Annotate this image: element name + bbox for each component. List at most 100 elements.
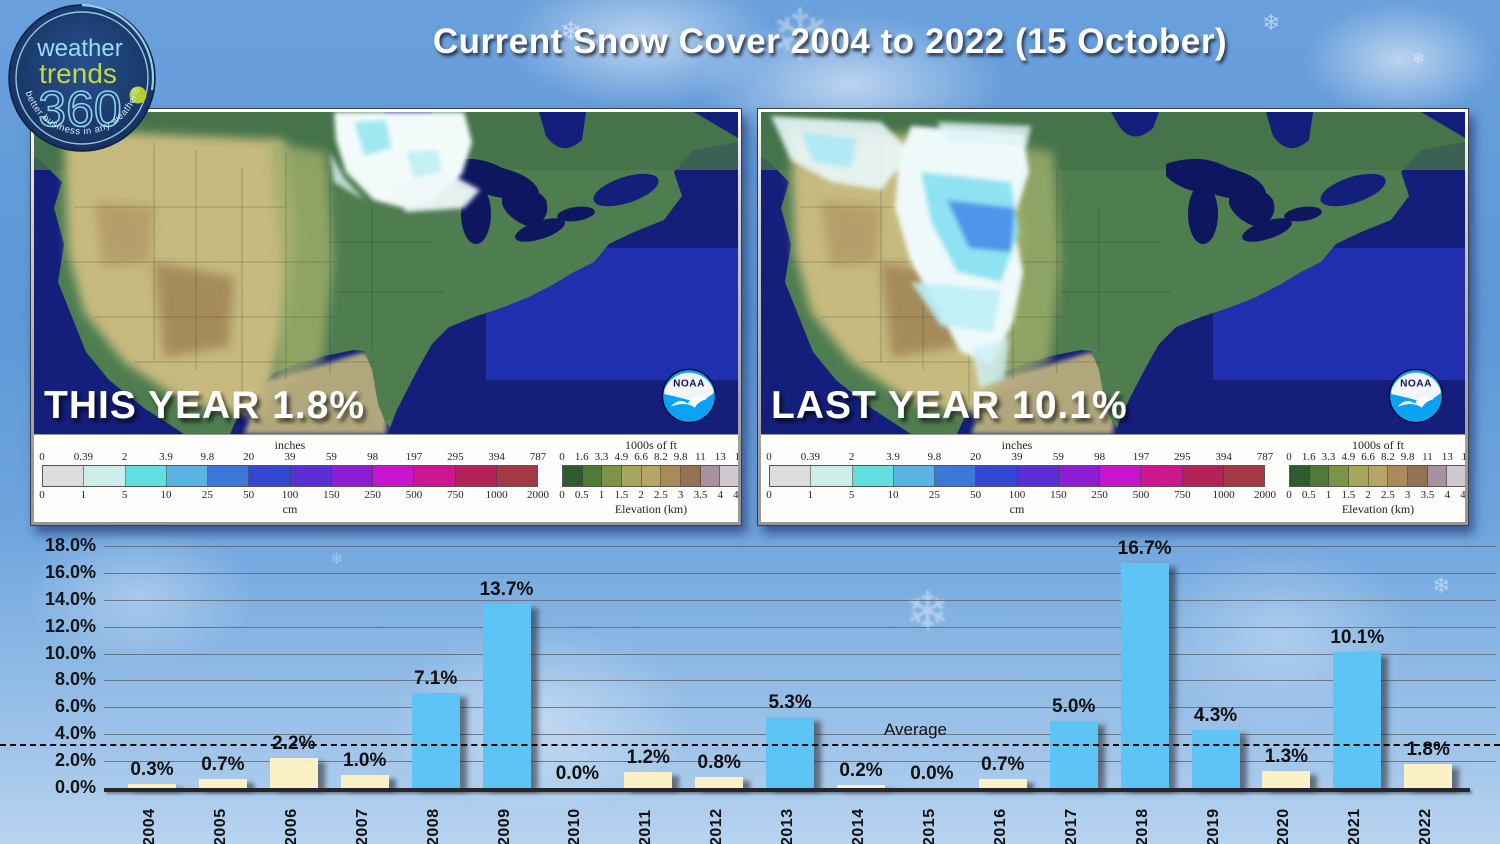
colorbar-cell [893,466,935,486]
bar-value-label: 10.1% [1330,627,1385,649]
logo-word-360: 360 [38,81,121,137]
colorbar-ticks-bottom: 0 0.5 1 1.5 2 2.5 3 3.5 4 4.5 [559,489,738,502]
y-axis-tick-label: 10.0% [44,642,96,663]
colorbar-tick-label: 5 [848,489,855,501]
colorbar-cell [770,466,812,486]
colorbar-tick-label: 0 [559,489,565,501]
bar-2004 [128,783,176,788]
bar-value-label: 5.0% [1052,695,1096,717]
colorbar-tick-label: 59 [1052,451,1064,463]
x-axis-year-label: 2015 [920,808,938,844]
colorbar-cell [166,466,208,486]
colorbar-tick-label: 9.8 [200,451,215,463]
average-line-label: Average [884,719,948,739]
elevation-colorbar: 1000s of ft 01.63.34.96.68.29.8111315 00… [559,438,738,520]
snow-cover-map-last-year [761,112,1465,434]
colorbar-tick-label: 197 [405,451,423,463]
x-axis-year-label: 2013 [779,808,797,844]
colorbar-cell [455,466,497,486]
noaa-logo: NOAA [1387,367,1445,425]
colorbar-tick-label: 4 [1444,489,1450,501]
map-panel-this-year: THIS YEAR 1.8% NOAA inches 0 0.39 2 3.9 9.8 2… [30,108,742,526]
colorbar-tick-label: 100 [281,489,299,501]
colorbar-tick-label: 0 [39,451,45,463]
bar-2021 [1333,652,1382,788]
bar-2022 [1404,763,1453,788]
x-axis-year-label: 2010 [566,808,584,844]
colorbar-cell [582,466,603,486]
colorbar-tick-label: 3 [677,489,684,501]
x-axis-year-label: 2022 [1417,808,1435,844]
colorbar-tick-label: 11 [695,451,706,463]
colorbar-ticks-bottom: 0 0.5 1 1.5 2 2.5 3 3.5 4 4.5 [1286,489,1465,502]
bar-value-label: 0.7% [981,753,1025,775]
colorbar-tick-label: 750 [1174,489,1191,501]
x-axis-year-label: 2021 [1346,808,1364,844]
colorbar-tick-label: 3.5 [1420,489,1435,501]
x-axis-year-label: 2019 [1204,808,1222,844]
map-legend: inches 0 0.39 2 3.9 9.8 20 39 59 98 197 295 394 787 … [34,434,738,522]
colorbar-cell [331,466,373,486]
colorbar-unit: cm [1009,502,1025,516]
map-legend: inches 0 0.39 2 3.9 9.8 20 39 59 98 197 295 394 787 … [761,434,1465,522]
colorbar-ticks-top: 0 1.6 3.3 4.9 6.6 8.2 9.8 11 13 15 [1286,451,1465,464]
colorbar-cell [976,466,1018,486]
colorbar [42,465,538,487]
snow-cover-map-this-year [34,112,738,434]
x-axis-year-label: 2012 [708,808,726,844]
colorbar-cell [1427,466,1448,486]
colorbar-tick-label: 2000 [527,489,549,501]
bar-2016 [978,778,1027,788]
elevation-colorbar: 1000s of ft 01.63.34.96.68.29.8111315 00… [1286,438,1465,520]
colorbar-title: 1000s of ft [625,438,677,452]
x-axis-year-label: 2018 [1133,808,1151,844]
colorbar-cell [43,466,85,486]
colorbar-cell [661,466,682,486]
colorbar-tick-label: 13 [714,451,726,463]
colorbar-tick-label: 9.8 [673,451,688,463]
colorbar-tick-label: 2 [121,451,128,463]
gridline [104,653,1496,655]
x-axis-line [104,788,1470,792]
colorbar-tick-label: 1.6 [1301,451,1316,463]
snow-depth-colorbar: inches 0 0.39 2 3.9 9.8 20 39 59 98 197 295 394 787 … [39,438,549,520]
colorbar-tick-label: 3 [1404,489,1411,501]
bar-2018 [1120,563,1169,788]
colorbar-title: 1000s of ft [1352,438,1404,452]
colorbar-tick-label: 197 [1132,451,1150,463]
colorbar-cell [1408,466,1428,486]
colorbar-tick-label: 1.6 [574,451,589,463]
colorbar-tick-label: 250 [364,489,381,501]
colorbar-cell [622,466,642,486]
colorbar-cell [496,466,537,486]
colorbar [769,465,1265,487]
colorbar-title: inches [1001,438,1033,452]
bar-2011 [624,771,673,788]
x-axis-year-label: 2011 [637,809,655,844]
bar-value-label: 0.7% [201,753,245,775]
gridline [104,626,1496,628]
colorbar-tick-label: 0 [1286,489,1292,501]
colorbar-tick-label: 9.8 [1400,451,1415,463]
colorbar-tick-label: 295 [1174,451,1191,463]
colorbar-tick-label: 2 [848,451,855,463]
colorbar-cell [1447,466,1465,486]
y-axis-tick-label: 2.0% [54,750,96,771]
colorbar-tick-label: 787 [1256,451,1274,463]
colorbar-tick-label: 0.39 [800,451,820,463]
x-axis-year-label: 2016 [991,808,1009,844]
bar-value-label: 0.2% [839,760,883,782]
colorbar-tick-label: 3.9 [159,451,173,463]
bar-value-label: 4.3% [1193,705,1238,727]
colorbar-tick-label: 39 [1011,451,1023,463]
bar-2006 [269,758,318,788]
gridline [104,546,1496,547]
bar-value-label: 1.0% [343,749,387,771]
snow-depth-colorbar: inches 0 0.39 2 3.9 9.8 20 39 59 98 197 295 394 787 … [766,438,1276,520]
colorbar-tick-label: 20 [243,451,255,463]
colorbar-tick-label: 13 [1441,451,1453,463]
map-panel-last-year: LAST YEAR 10.1% NOAA inches 0 0.39 2 3.9 9.8… [757,108,1469,526]
y-axis-tick-label: 16.0% [44,561,96,582]
logo-word-trends: trends [39,58,117,89]
colorbar-ticks-top: 0 0.39 2 3.9 9.8 20 39 59 98 197 295 394 787 [39,451,546,464]
